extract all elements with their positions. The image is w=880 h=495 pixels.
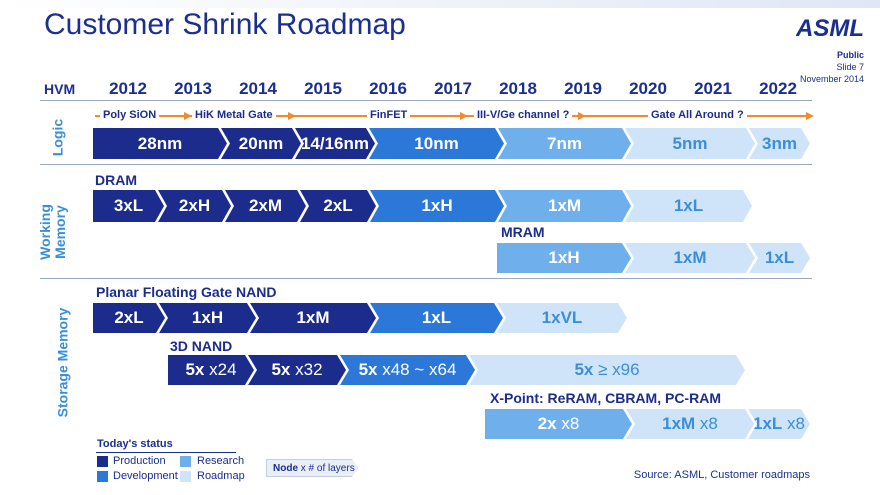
year-label: 2016 bbox=[369, 79, 407, 98]
xpoint-label: X-Point: ReRAM, CBRAM, PC-RAM bbox=[490, 390, 721, 406]
header-divider bbox=[40, 100, 812, 101]
dram-node-chevron: 1xH bbox=[370, 190, 504, 222]
year-label: 2012 bbox=[109, 79, 147, 98]
year-label: 2022 bbox=[759, 79, 797, 98]
working-memory-section-label: Working Memory bbox=[37, 204, 68, 260]
tech-label: Gate All Around ? bbox=[648, 109, 747, 121]
year-label: 2014 bbox=[239, 79, 277, 98]
tech-label: FinFET bbox=[367, 109, 411, 121]
classification-label: Public bbox=[836, 50, 864, 60]
logo-text: ASML bbox=[796, 15, 864, 42]
year-label: 2018 bbox=[499, 79, 537, 98]
xpoint-node-chevron: 1xM x8 bbox=[626, 409, 754, 439]
hvm-label: HVM bbox=[44, 81, 76, 97]
slide-date: November 2014 bbox=[799, 74, 864, 84]
dram-label: DRAM bbox=[95, 172, 137, 188]
top-gradient-bar bbox=[0, 0, 880, 8]
node-value: 1xL bbox=[753, 414, 783, 433]
logic-node-chevron: 10nm bbox=[369, 128, 504, 159]
legend-label-production: Production bbox=[113, 455, 166, 467]
legend-underline bbox=[96, 452, 236, 453]
dram-node-chevron: 1xL bbox=[625, 190, 752, 222]
xpoint-node-chevron: 2x x8 bbox=[485, 409, 632, 439]
node-value: 5x bbox=[271, 360, 291, 379]
dram-node-chevron: 2xL bbox=[300, 190, 376, 222]
layer-count: x8 bbox=[699, 414, 718, 433]
arrow-head-icon bbox=[288, 112, 296, 120]
logic-node-chevron: 3nm bbox=[749, 128, 810, 159]
logic-node-chevron: 5nm bbox=[625, 128, 755, 159]
mram-label: MRAM bbox=[501, 224, 545, 240]
logic-node-chevron: 7nm bbox=[498, 128, 631, 159]
arrow-head-icon bbox=[184, 112, 192, 120]
legend-label-roadmap: Roadmap bbox=[197, 470, 245, 482]
legend-title: Today's status bbox=[97, 438, 173, 450]
nand-node-chevron: 1xL bbox=[370, 303, 503, 333]
node-value: 5x bbox=[358, 360, 378, 379]
layer-count: x8 bbox=[561, 414, 580, 433]
dram-node-chevron: 1xM bbox=[498, 190, 631, 222]
arrow-head-icon bbox=[578, 112, 586, 120]
node-value: 2x bbox=[537, 414, 557, 433]
storage-memory-section-label: Storage Memory bbox=[54, 307, 71, 418]
dram-node-chevron: 3xL bbox=[93, 190, 164, 222]
logic-node-chevron: 14/16nm bbox=[295, 128, 375, 159]
layer-count: x32 bbox=[295, 360, 323, 379]
dram-node-chevron: 2xM bbox=[225, 190, 306, 222]
3d-nand-label: 3D NAND bbox=[170, 338, 233, 354]
page-title: Customer Shrink Roadmap bbox=[44, 8, 406, 41]
year-label: 2015 bbox=[304, 79, 342, 98]
layers-key-label: x # of layers bbox=[300, 462, 355, 474]
logic-node-chevron: 20nm bbox=[221, 128, 301, 159]
year-label: 2020 bbox=[629, 79, 667, 98]
section-divider bbox=[40, 278, 812, 279]
logic-section-label: Logic bbox=[49, 118, 66, 157]
mram-node-chevron: 1xL bbox=[749, 243, 810, 273]
legend-label-development: Development bbox=[113, 470, 178, 482]
nand-node-chevron: 1xH bbox=[159, 303, 256, 333]
year-label: 2019 bbox=[564, 79, 602, 98]
layer-count: x48 ~ x64 bbox=[382, 360, 457, 379]
tech-label: HiK Metal Gate bbox=[192, 109, 276, 121]
dram-node-chevron: 2xH bbox=[158, 190, 231, 222]
legend-swatch-development bbox=[97, 471, 108, 482]
legend-label-research: Research bbox=[197, 455, 245, 467]
mram-node-chevron: 1xH bbox=[497, 243, 631, 273]
node-key-label: Node bbox=[273, 462, 298, 474]
source-note: Source: ASML, Customer roadmaps bbox=[633, 469, 810, 481]
3d-nand-node-chevron: 5x x24 bbox=[168, 355, 254, 385]
layer-count: x24 bbox=[209, 360, 237, 379]
node-value: 5x bbox=[185, 360, 205, 379]
year-label: 2021 bbox=[694, 79, 732, 98]
tech-label: III-V/Ge channel ? bbox=[474, 109, 573, 121]
nand-node-chevron: 2xL bbox=[93, 303, 165, 333]
year-label: 2017 bbox=[434, 79, 472, 98]
3d-nand-node-chevron: 5x ≥ x96 bbox=[469, 355, 745, 385]
node-layers-key: Node x # of layers bbox=[266, 459, 358, 477]
asml-logo: ASML bbox=[796, 15, 864, 42]
xpoint-node-chevron: 1xL x8 bbox=[748, 409, 810, 439]
year-label: 2013 bbox=[174, 79, 212, 98]
legend-swatch-roadmap bbox=[180, 471, 191, 482]
legend-swatch-research bbox=[180, 456, 191, 467]
layer-count: ≥ x96 bbox=[598, 360, 640, 379]
technology-arrow-line bbox=[95, 115, 810, 117]
tech-label: Poly SiON bbox=[100, 109, 160, 121]
legend-swatch-production bbox=[97, 456, 108, 467]
mram-node-chevron: 1xM bbox=[625, 243, 755, 273]
3d-nand-node-chevron: 5x x48 ~ x64 bbox=[340, 355, 475, 385]
node-value: 1xM bbox=[662, 414, 696, 433]
arrow-head-icon bbox=[806, 112, 814, 120]
planar-nand-label: Planar Floating Gate NAND bbox=[96, 284, 277, 300]
nand-node-chevron: 1xM bbox=[250, 303, 376, 333]
logic-node-chevron: 28nm bbox=[93, 128, 227, 159]
arrow-head-icon bbox=[460, 112, 468, 120]
slide-number: Slide 7 bbox=[836, 62, 864, 72]
nand-node-chevron: 1xVL bbox=[497, 303, 627, 333]
layer-count: x8 bbox=[787, 414, 805, 433]
3d-nand-node-chevron: 5x x32 bbox=[248, 355, 346, 385]
section-divider bbox=[40, 164, 812, 165]
node-value: 5x bbox=[574, 360, 594, 379]
